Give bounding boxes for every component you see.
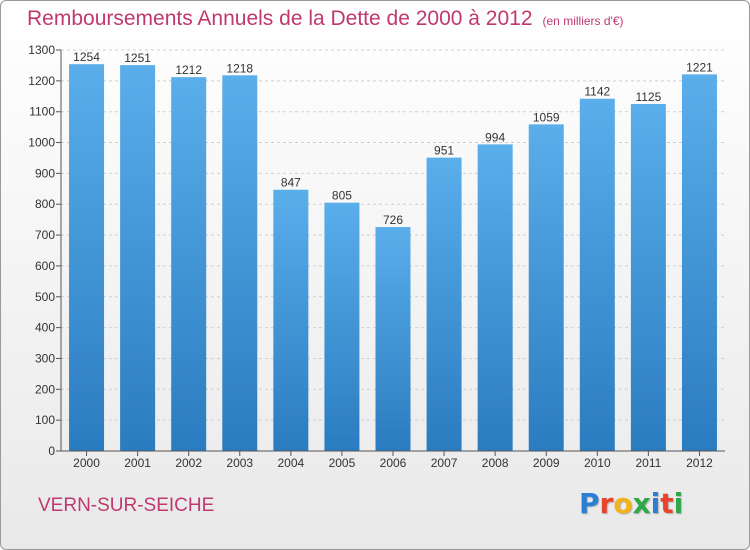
bar-2010 [579,98,615,451]
data-label: 1218 [226,61,253,75]
data-label: 1251 [124,51,151,65]
bar-2007 [426,157,462,451]
data-label: 951 [434,144,454,158]
data-label: 726 [383,213,403,227]
data-label: 1221 [686,60,713,74]
x-tick-label: 2002 [175,456,202,470]
chart-title: Remboursements Annuels de la Dette de 20… [27,7,624,31]
x-tick-label: 2003 [226,456,253,470]
y-tick-label: 1200 [28,74,55,88]
bars [69,64,717,452]
x-tick-label: 2007 [431,456,458,470]
y-tick-label: 100 [35,413,55,427]
x-tick-label: 2010 [584,456,611,470]
data-label: 994 [485,130,505,144]
data-label: 1125 [635,90,661,104]
logo-letter: o [613,487,633,520]
data-label: 1059 [533,110,560,124]
y-tick-label: 200 [35,382,55,396]
x-tick-label: 2006 [380,456,407,470]
data-label: 1212 [175,63,202,77]
proxiti-logo[interactable]: Proxiti [579,487,683,520]
x-tick-label: 2001 [124,456,151,470]
data-labels: 1254 1251 1212 1218 847 805 726 951 994 1059 1142 1… [73,50,713,227]
data-label: 805 [332,189,352,203]
y-axis-ticks: 0 100 200 300 400 500 600 700 800 900 1000 1100 1200… [28,43,61,458]
data-label: 847 [281,176,301,190]
bar-2005 [324,202,360,451]
bar-2003 [222,75,258,451]
bar-2004 [273,189,309,451]
x-tick-label: 2008 [482,456,509,470]
y-tick-label: 300 [35,351,55,365]
y-tick-label: 600 [35,259,55,273]
y-tick-label: 900 [35,166,55,180]
y-tick-label: 700 [35,228,55,242]
chart-subtitle: (en milliers d'€) [542,14,624,28]
data-label: 1142 [584,85,610,99]
x-tick-label: 2004 [277,456,304,470]
x-tick-label: 2011 [635,456,661,470]
x-axis-ticks: 2000 2001 2002 2003 2004 2005 2006 2007 2008 2009… [73,451,713,470]
logo-letter: x [632,487,651,520]
bar-2008 [477,144,513,452]
bar-2001 [120,65,156,451]
logo-letter: P [579,487,600,520]
bar-2002 [171,77,207,451]
data-label: 1254 [73,50,100,64]
y-tick-label: 1000 [28,136,55,150]
logo-letter: i [673,487,684,520]
y-tick-label: 800 [35,197,55,211]
y-tick-label: 500 [35,290,55,304]
bar-2012 [681,74,717,451]
bar-2006 [375,227,411,451]
commune-name: VERN-SUR-SEICHE [38,495,215,516]
x-tick-label: 2000 [73,456,100,470]
x-tick-label: 2005 [329,456,356,470]
y-tick-label: 400 [35,321,55,335]
y-tick-label: 1100 [29,105,55,119]
chart-title-text: Remboursements Annuels de la Dette de 20… [27,7,533,30]
logo-letter: r [599,487,614,520]
logo-letter: t [660,487,674,520]
y-tick-label: 1300 [28,43,55,57]
y-tick-label: 0 [48,444,55,458]
x-tick-label: 2012 [686,456,713,470]
bar-2009 [528,124,564,451]
logo-letter: i [650,487,661,520]
x-tick-label: 2009 [533,456,560,470]
bar-2000 [69,64,105,451]
bar-2011 [630,103,666,451]
